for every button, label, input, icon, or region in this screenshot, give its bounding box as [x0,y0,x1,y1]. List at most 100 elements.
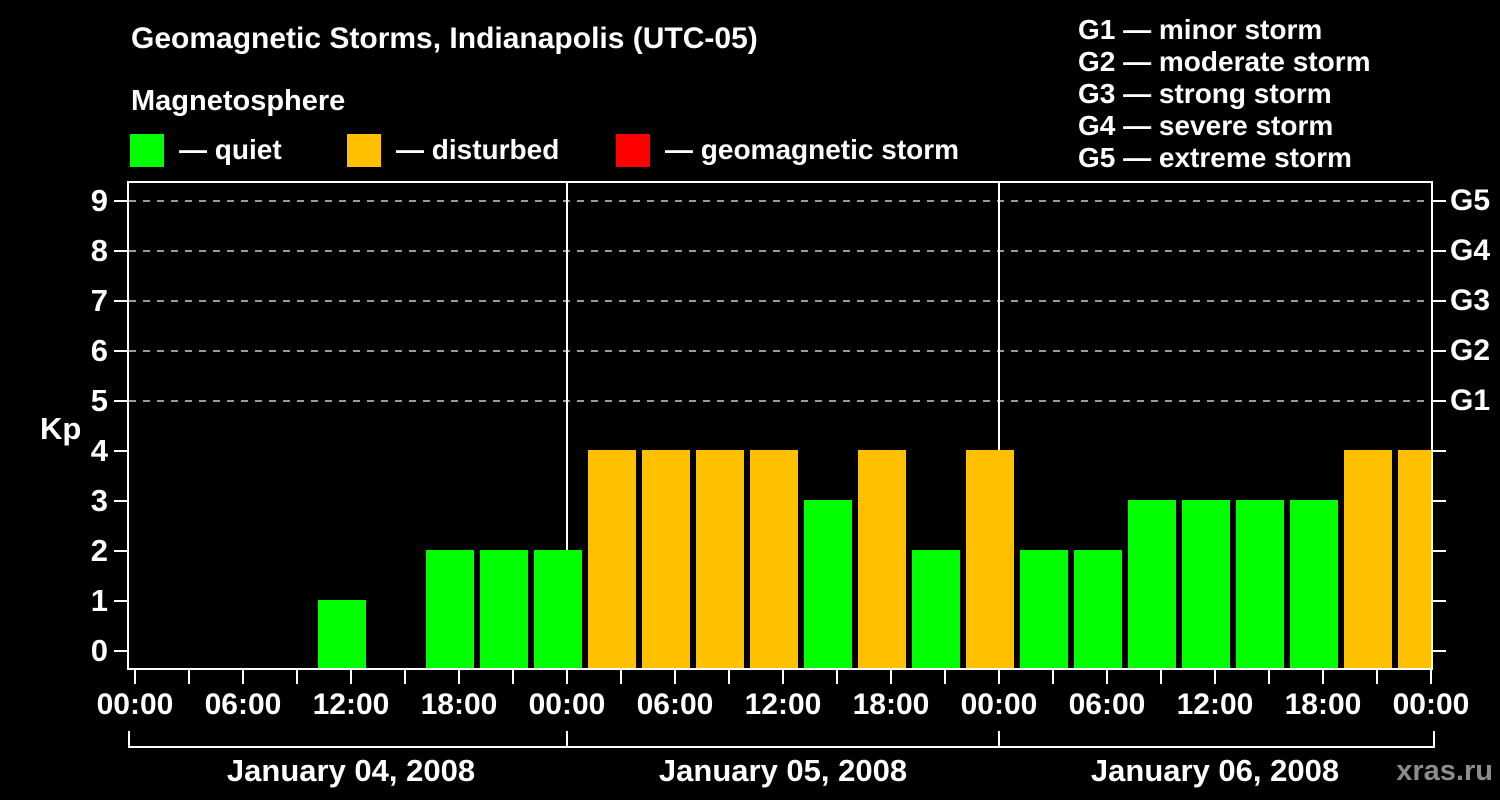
date-bracket-tick-1 [566,731,568,748]
x-tick-0h [134,670,136,684]
gridline-kp5 [129,400,1431,402]
kp-bar-day2-slot3 [750,450,798,668]
storm-scale-line-g2: G2 — moderate storm [1078,46,1371,77]
plot-frame [127,181,1433,670]
kp-bar-day2-slot7 [966,450,1014,668]
x-tick-18h [458,670,460,684]
storm-scale-line-g1: G1 — minor storm [1078,14,1323,45]
x-tick-15h [404,670,406,684]
date-label-day3: January 06, 2008 [1090,753,1340,788]
x-tick-48h [998,670,1000,684]
kp-bar-day2-slot5 [858,450,906,668]
x-tick-36h [782,670,784,684]
y-tick-right-8 [1433,250,1446,252]
y-axis-title: Kp [40,411,82,446]
x-tick-label-9: 06:00 [1068,688,1146,721]
day-boundary-line [566,183,568,668]
kp-bar-day3-slot3 [1182,500,1230,668]
legend-item-quiet: — quiet [130,133,282,167]
legend-item-disturbed: — disturbed [347,133,559,167]
kp-bar-day3-slot7 [1398,450,1431,668]
y-tick-right-3 [1433,500,1446,502]
kp-bar-day1-slot6 [480,550,528,668]
y-tick-label-0: 0 [90,633,108,668]
date-label-day2: January 05, 2008 [658,753,908,788]
x-tick-39h [836,670,838,684]
y-tick-label-2: 2 [90,533,108,568]
date-bracket-tick-0 [128,731,130,748]
kp-bar-day2-slot6 [912,550,960,668]
y-tick-right-6 [1433,350,1446,352]
y-tick-label-5: 5 [90,383,108,418]
kp-bar-day3-slot4 [1236,500,1284,668]
x-tick-45h [944,670,946,684]
storm-scale-line-g5: G5 — extreme storm [1078,142,1352,173]
day-boundary-line [998,183,1000,668]
x-tick-72h [1430,670,1432,684]
x-tick-label-3: 18:00 [420,688,498,721]
x-tick-42h [890,670,892,684]
gridline-kp9 [129,200,1431,202]
x-tick-66h [1322,670,1324,684]
x-tick-57h [1160,670,1162,684]
y-tick-left-5 [114,400,127,402]
right-axis-label-g4: G4 [1450,234,1491,267]
y-tick-right-0 [1433,650,1446,652]
x-tick-54h [1106,670,1108,684]
kp-bar-day2-slot2 [696,450,744,668]
gridline-kp7 [129,300,1431,302]
kp-bar-day3-slot0 [1020,550,1068,668]
x-tick-label-1: 06:00 [204,688,282,721]
x-tick-12h [350,670,352,684]
y-tick-left-6 [114,350,127,352]
kp-bar-day1-slot3 [318,600,366,668]
right-axis-label-g1: G1 [1450,384,1491,417]
y-tick-label-6: 6 [90,333,108,368]
y-tick-label-4: 4 [90,433,108,468]
chart-title: Geomagnetic Storms, Indianapolis (UTC-05… [131,22,758,55]
x-tick-63h [1268,670,1270,684]
x-tick-51h [1052,670,1054,684]
y-tick-left-3 [114,500,127,502]
x-tick-label-12: 00:00 [1392,688,1470,721]
x-tick-24h [566,670,568,684]
kp-bar-day2-slot1 [642,450,690,668]
x-tick-label-7: 18:00 [852,688,930,721]
x-tick-60h [1214,670,1216,684]
legend-label-quiet: — quiet [179,134,282,165]
x-tick-9h [296,670,298,684]
storm-color-swatch [616,133,650,167]
y-tick-left-9 [114,200,127,202]
date-bracket-line [128,746,1435,748]
kp-bar-day1-slot5 [426,550,474,668]
quiet-color-swatch [130,133,164,167]
x-tick-label-4: 00:00 [528,688,606,721]
x-tick-33h [728,670,730,684]
x-tick-30h [674,670,676,684]
chart-subtitle: Magnetosphere [131,85,346,117]
kp-bar-day1-slot7 [534,550,582,668]
y-tick-right-1 [1433,600,1446,602]
x-tick-3h [188,670,190,684]
x-tick-label-10: 12:00 [1176,688,1254,721]
y-tick-left-8 [114,250,127,252]
kp-bar-day3-slot5 [1290,500,1338,668]
gridline-kp6 [129,350,1431,352]
y-tick-left-7 [114,300,127,302]
watermark: xras.ru [1396,755,1493,787]
y-tick-left-4 [114,450,127,452]
right-axis-label-g5: G5 [1450,184,1491,217]
x-tick-label-2: 12:00 [312,688,390,721]
x-tick-label-11: 18:00 [1284,688,1362,721]
right-axis-label-g2: G2 [1450,334,1491,367]
plot-area [129,183,1431,668]
y-tick-label-7: 7 [90,283,108,318]
x-tick-label-5: 06:00 [636,688,714,721]
x-tick-label-8: 00:00 [960,688,1038,721]
y-tick-label-9: 9 [90,183,108,218]
x-tick-6h [242,670,244,684]
x-tick-label-0: 00:00 [96,688,174,721]
kp-bar-day2-slot0 [588,450,636,668]
legend-label-disturbed: — disturbed [396,134,560,165]
